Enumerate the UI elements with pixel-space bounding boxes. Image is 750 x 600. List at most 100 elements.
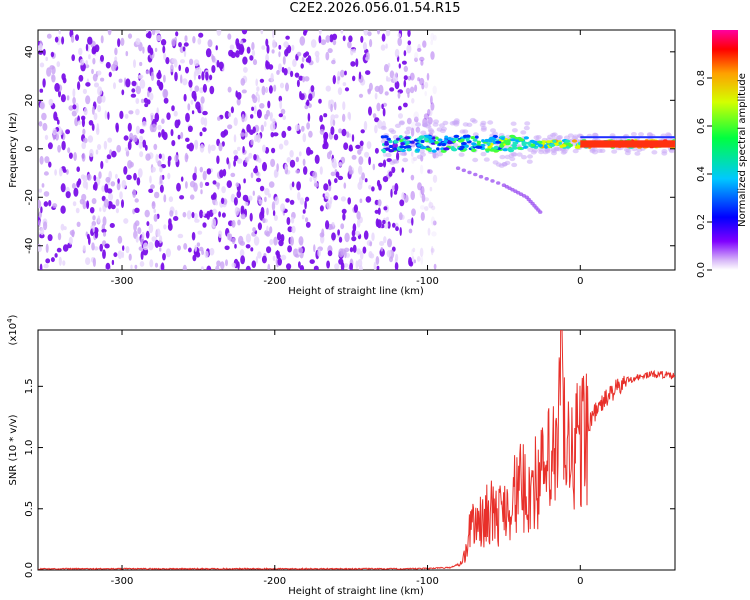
noise-speckle xyxy=(248,152,253,159)
noise-speckle xyxy=(415,126,421,133)
noise-speckle xyxy=(313,265,319,270)
noise-speckle xyxy=(105,61,111,69)
noise-speckle xyxy=(261,45,266,50)
noise-speckle xyxy=(373,261,377,270)
noise-speckle xyxy=(200,96,205,104)
noise-speckle xyxy=(109,223,115,228)
noise-speckle xyxy=(300,63,304,69)
signal-halo xyxy=(402,157,409,163)
noise-speckle xyxy=(203,117,208,127)
signal-core xyxy=(386,137,391,141)
signal-core xyxy=(399,145,405,149)
top-y-axis-label: Frequency (Hz) xyxy=(8,112,19,188)
noise-speckle xyxy=(375,256,380,265)
noise-speckle xyxy=(248,195,253,201)
noise-speckle xyxy=(108,71,112,78)
noise-speckle xyxy=(168,218,172,226)
noise-speckle xyxy=(359,198,363,204)
signal-core xyxy=(511,143,518,148)
noise-speckle xyxy=(144,103,149,108)
noise-speckle xyxy=(210,194,216,201)
noise-speckle xyxy=(38,43,43,52)
noise-speckle xyxy=(253,236,260,246)
noise-speckle xyxy=(115,208,119,214)
noise-speckle xyxy=(266,207,269,216)
snr-frame xyxy=(37,329,676,571)
noise-speckle xyxy=(81,142,86,150)
noise-speckle xyxy=(145,153,151,161)
noise-speckle xyxy=(39,263,43,270)
noise-speckle xyxy=(140,237,144,246)
noise-speckle xyxy=(272,132,279,137)
noise-speckle xyxy=(78,47,83,56)
noise-speckle xyxy=(57,232,62,241)
noise-speckle xyxy=(193,212,198,220)
noise-speckle xyxy=(151,30,156,36)
signal-core xyxy=(453,134,460,138)
noise-speckle xyxy=(306,122,310,130)
noise-speckle xyxy=(262,144,266,153)
noise-speckle xyxy=(298,236,304,246)
noise-speckle xyxy=(72,201,77,207)
noise-speckle xyxy=(282,56,286,65)
noise-speckle xyxy=(262,217,266,224)
noise-speckle xyxy=(61,36,65,45)
noise-speckle xyxy=(430,95,433,105)
signal-core xyxy=(438,142,442,146)
signal-halo xyxy=(556,135,563,140)
noise-speckle xyxy=(410,121,417,131)
noise-speckle xyxy=(89,207,95,214)
noise-speckle xyxy=(249,55,254,61)
noise-speckle xyxy=(391,185,395,191)
x-tick-label: -300 xyxy=(111,576,134,587)
noise-speckle xyxy=(428,108,433,117)
noise-speckle xyxy=(332,75,336,85)
noise-speckle xyxy=(261,85,266,96)
noise-speckle xyxy=(363,230,369,240)
noise-speckle xyxy=(407,75,412,81)
signal-core xyxy=(431,149,437,153)
noise-speckle xyxy=(160,39,167,46)
noise-speckle xyxy=(177,233,184,239)
noise-speckle xyxy=(62,168,67,173)
signal-halo xyxy=(511,128,518,133)
noise-speckle xyxy=(153,213,158,222)
noise-speckle xyxy=(216,30,222,36)
noise-speckle xyxy=(110,181,116,187)
signal-core xyxy=(504,142,511,146)
bottom-x-axis-label: Height of straight line (km) xyxy=(288,586,424,597)
noise-speckle xyxy=(397,37,403,47)
noise-speckle xyxy=(135,98,140,104)
noise-speckle xyxy=(348,35,353,43)
noise-speckle xyxy=(305,217,309,223)
noise-speckle xyxy=(154,191,160,199)
noise-speckle xyxy=(252,126,256,134)
noise-speckle xyxy=(278,51,281,58)
noise-speckle xyxy=(125,78,131,88)
noise-speckle xyxy=(417,77,420,82)
noise-speckle xyxy=(39,233,45,239)
noise-speckle xyxy=(154,239,160,248)
signal-halo xyxy=(550,148,557,154)
noise-speckle xyxy=(171,38,176,47)
noise-speckle xyxy=(403,79,407,88)
noise-speckle xyxy=(278,239,284,247)
noise-speckle xyxy=(153,208,156,214)
noise-speckle xyxy=(237,219,241,226)
noise-speckle xyxy=(187,125,193,132)
noise-speckle xyxy=(409,72,415,81)
noise-speckle xyxy=(72,97,76,105)
noise-speckle xyxy=(91,68,94,75)
noise-speckle xyxy=(251,106,255,112)
noise-speckle xyxy=(38,199,42,209)
noise-speckle xyxy=(93,181,98,191)
noise-speckle xyxy=(231,237,236,245)
noise-speckle xyxy=(216,260,221,267)
noise-speckle xyxy=(411,217,414,226)
noise-speckle xyxy=(278,63,282,73)
noise-speckle xyxy=(363,30,369,36)
signal-core xyxy=(415,148,421,152)
signal-core xyxy=(424,137,429,141)
noise-speckle xyxy=(326,260,330,269)
